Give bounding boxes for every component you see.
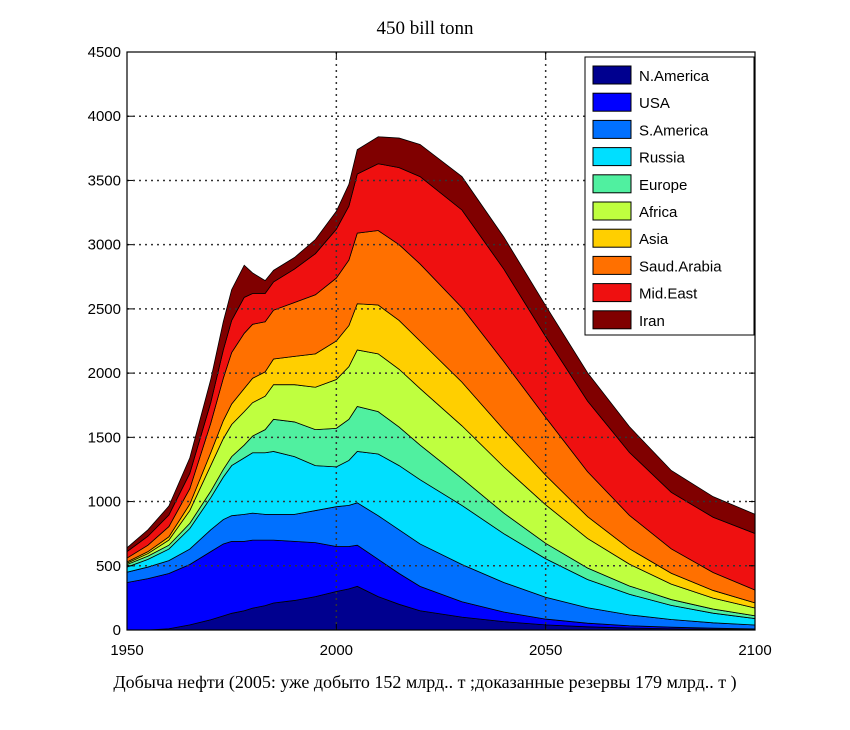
y-tick-label: 2000 [88, 365, 121, 382]
chart-title: 450 bill tonn [376, 18, 474, 39]
legend-swatch-asia [592, 228, 632, 248]
y-tick-label: 1000 [88, 494, 121, 511]
legend-label-russia: Russia [639, 150, 686, 167]
legend-swatch-mid-east [592, 283, 632, 303]
legend-label-saud-arabia: Saud.Arabia [639, 258, 722, 275]
legend-label-africa: Africa [639, 204, 678, 221]
y-tick-label: 4000 [88, 108, 121, 125]
x-tick-label: 2100 [738, 642, 771, 659]
legend-label-n-america: N.America [639, 68, 710, 85]
legend-swatch-africa [592, 201, 632, 221]
legend-swatch-s-america [592, 119, 632, 139]
legend-swatch-europe [592, 174, 632, 194]
legend-label-s-america: S.America [639, 122, 709, 139]
legend-swatch-usa [592, 92, 632, 112]
x-tick-label: 1950 [110, 642, 143, 659]
y-tick-label: 4500 [88, 44, 121, 61]
y-tick-label: 500 [96, 558, 121, 575]
stacked-area-chart: 0 500 1000 1500 2000 2500 3000 3500 4000 4500 1950… [88, 44, 772, 659]
plot-frame [126, 51, 756, 631]
y-tick-label: 0 [113, 622, 121, 639]
y-tick-label: 2500 [88, 301, 121, 318]
axes: 0 500 1000 1500 2000 2500 3000 3500 4000 4500 1950… [88, 44, 772, 659]
x-tick-label: 2000 [320, 642, 353, 659]
legend-swatch-iran [592, 310, 632, 330]
legend-swatch-saud-arabia [592, 255, 632, 275]
y-tick-label: 3000 [88, 237, 121, 254]
legend-label-europe: Europe [639, 177, 687, 194]
chart-caption: Добыча нефти (2005: уже добыто 152 млрд.… [113, 672, 737, 692]
legend-label-asia: Asia [639, 231, 669, 248]
y-tick-label: 1500 [88, 429, 121, 446]
legend: N.America USA S.America Russia Europe Africa A… [584, 56, 755, 336]
legend-swatch-russia [592, 147, 632, 167]
x-tick-label: 2050 [529, 642, 562, 659]
legend-label-usa: USA [639, 95, 670, 112]
legend-swatch-n-america [592, 65, 632, 85]
legend-label-iran: Iran [639, 313, 665, 330]
y-tick-label: 3500 [88, 172, 121, 189]
legend-label-mid-east: Mid.East [639, 286, 698, 303]
